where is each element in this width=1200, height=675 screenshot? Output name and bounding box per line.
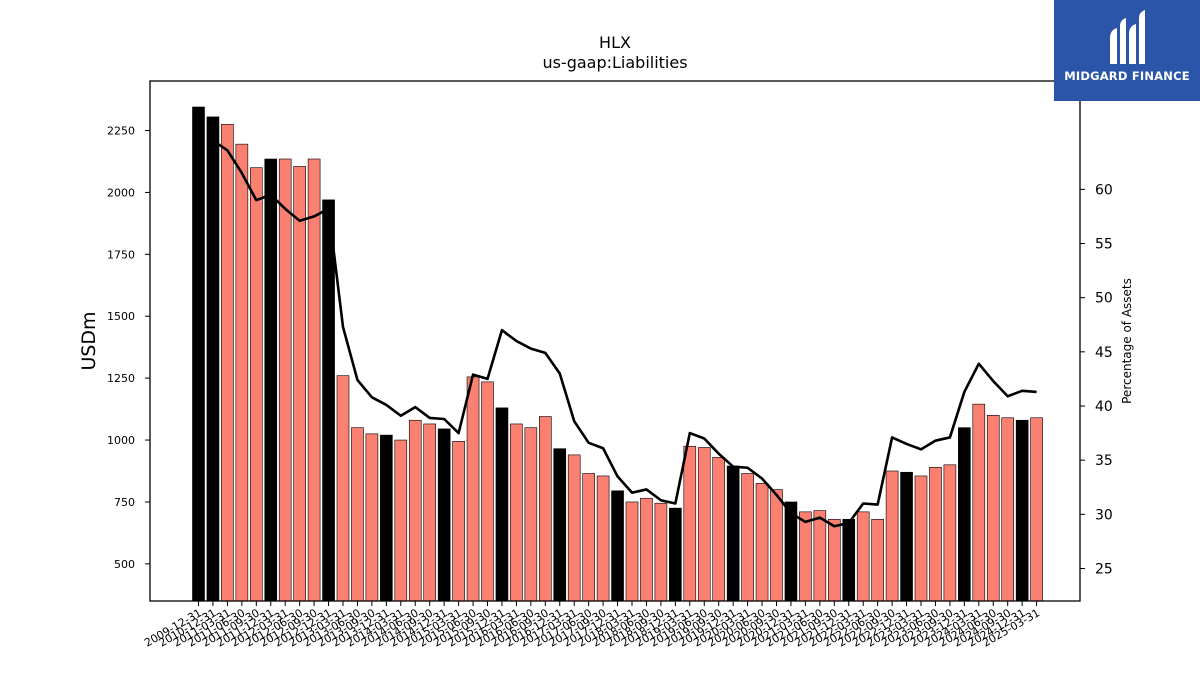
bar-2021-12-31 <box>842 518 856 602</box>
bar-2023-09-30 <box>943 464 957 602</box>
bar-2018-03-31 <box>625 501 639 602</box>
bar-2014-06-30 <box>408 419 422 602</box>
line-group <box>212 139 1037 528</box>
bar-2022-03-31 <box>856 511 870 602</box>
bar-2016-09-30 <box>538 416 552 602</box>
y2-tick-label: 40 <box>1095 399 1113 415</box>
chart-subtitle: us-gaap:Liabilities <box>542 53 687 72</box>
y-tick-label: 2000 <box>107 186 135 199</box>
bars-group <box>192 106 1043 602</box>
bar-2011-09-30 <box>250 167 263 602</box>
bar-2009-12-31 <box>192 106 205 602</box>
bar-2021-09-30 <box>827 518 841 602</box>
bar-2011-06-30 <box>235 143 249 602</box>
y2-tick-label: 55 <box>1095 237 1113 253</box>
bar-2023-03-31 <box>914 475 928 602</box>
chart-title: HLX <box>599 33 631 52</box>
bar-2013-09-30 <box>365 433 379 602</box>
bar-2013-12-31 <box>380 434 393 602</box>
bar-2022-12-31 <box>900 471 913 602</box>
y-tick-label: 1000 <box>107 434 135 447</box>
brand-logo: MIDGARD FINANCE <box>1054 0 1200 101</box>
bar-2023-12-31 <box>958 427 971 602</box>
y2-tick-label: 45 <box>1095 345 1113 361</box>
y2-tick-label: 60 <box>1095 182 1113 198</box>
bar-2017-09-30 <box>596 475 610 602</box>
bar-2011-03-31 <box>221 124 234 602</box>
bar-2017-03-31 <box>567 454 581 602</box>
bar-2015-09-30 <box>481 381 494 602</box>
bar-2020-06-30 <box>755 483 769 602</box>
bar-2012-09-30 <box>307 158 321 602</box>
y-axis-label: USDm <box>78 311 100 370</box>
y2-axis-label: Percentage of Assets <box>1120 278 1134 404</box>
bar-2019-12-31 <box>726 465 740 602</box>
bar-2019-09-30 <box>712 457 726 602</box>
bar-2014-03-31 <box>394 439 408 602</box>
bar-2012-12-31 <box>322 199 335 602</box>
y-axis-left: 500 750 1000 1250 1500 1750 2000 2250 <box>107 125 150 571</box>
bar-2019-06-30 <box>697 447 711 602</box>
bar-2011-12-31 <box>264 158 278 602</box>
y-tick-label: 750 <box>114 496 135 509</box>
y-tick-label: 2250 <box>107 125 135 138</box>
bar-2010-12-31 <box>206 116 220 602</box>
logo-text: MIDGARD FINANCE <box>1064 69 1190 83</box>
bar-2022-09-30 <box>885 470 899 602</box>
bar-2014-09-30 <box>423 423 437 602</box>
bar-2015-06-30 <box>466 376 480 602</box>
y2-tick-label: 50 <box>1095 291 1113 307</box>
bar-2015-12-31 <box>495 407 509 602</box>
bar-2017-12-31 <box>611 490 624 602</box>
bar-2012-03-31 <box>278 158 292 602</box>
bar-2016-12-31 <box>553 448 567 602</box>
y-tick-label: 1750 <box>107 248 135 261</box>
y-tick-label: 1500 <box>107 310 135 323</box>
logo-mark-icon <box>1110 10 1145 64</box>
bar-2025-03-31 <box>1030 417 1043 602</box>
bar-2020-03-31 <box>741 473 754 602</box>
plot-frame <box>149 80 1081 602</box>
bar-2021-03-31 <box>799 511 812 602</box>
bar-2014-12-31 <box>437 428 451 602</box>
bar-2021-06-30 <box>813 510 827 602</box>
y-tick-label: 500 <box>114 558 135 571</box>
y2-tick-label: 35 <box>1095 453 1113 469</box>
bar-2024-03-31 <box>972 403 986 602</box>
bar-2024-09-30 <box>1001 417 1015 602</box>
bar-2012-06-30 <box>293 166 306 602</box>
bar-2019-03-31 <box>683 445 697 602</box>
bar-2016-06-30 <box>524 427 538 602</box>
bar-2013-03-31 <box>336 375 350 602</box>
bar-2024-06-30 <box>986 414 1000 602</box>
bar-2024-12-31 <box>1015 419 1029 602</box>
percentage-line <box>212 139 1037 528</box>
x-axis: 2009-12-312010-12-312011-03-312011-06-30… <box>142 601 1042 650</box>
bar-2023-06-30 <box>929 466 942 602</box>
bar-2017-06-30 <box>582 473 595 602</box>
bar-2013-06-30 <box>351 427 364 602</box>
y-axis-right: 25 30 35 40 45 50 55 60 <box>1080 182 1113 578</box>
bar-2022-06-30 <box>871 518 884 602</box>
bar-2015-03-31 <box>452 440 465 602</box>
bar-2016-03-31 <box>510 423 523 602</box>
y2-tick-label: 30 <box>1095 507 1113 523</box>
bar-2018-06-30 <box>640 497 653 602</box>
bar-2018-09-30 <box>654 502 668 602</box>
bar-2018-12-31 <box>669 507 682 602</box>
y2-tick-label: 25 <box>1095 562 1113 578</box>
bar-2020-09-30 <box>770 489 783 602</box>
y-tick-label: 1250 <box>107 372 135 385</box>
